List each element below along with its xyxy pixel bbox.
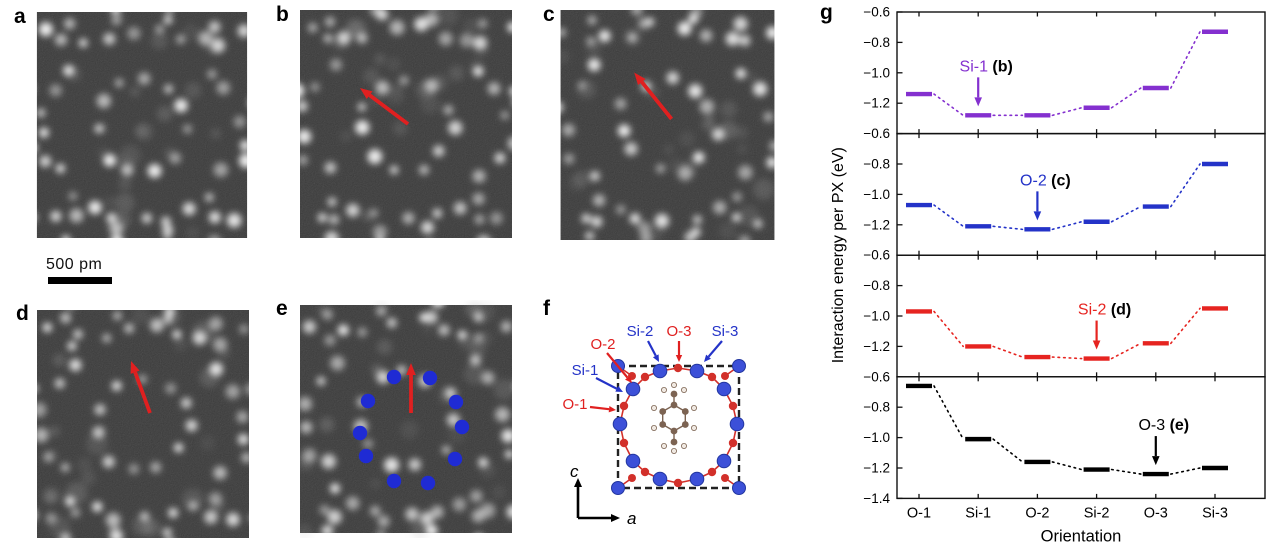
xtick-label-O-3: O-3 xyxy=(1144,505,1168,521)
axis-label-a: a xyxy=(627,509,636,528)
xtick-label-O-1: O-1 xyxy=(907,505,931,521)
site-label-Si-1: Si-1 xyxy=(572,362,599,379)
ytick-label: −0.6 xyxy=(863,248,890,263)
orientation-arrow xyxy=(406,363,416,413)
panel-letter-f: f xyxy=(543,297,550,320)
orientation-arrow xyxy=(634,72,674,121)
annotation-label: O-2 (c) xyxy=(1020,172,1071,189)
axis-label-c: c xyxy=(570,462,579,481)
afm-image-d xyxy=(36,310,250,538)
orientation-arrow xyxy=(130,361,152,414)
afm-image-e xyxy=(300,300,512,538)
scale-bar: 500 pm xyxy=(46,256,112,284)
xtick-label-Si-3: Si-3 xyxy=(1202,505,1228,521)
site-label-Si-3: Si-3 xyxy=(712,323,739,340)
chart-panel-e: −0.6 −0.8 −1.0 −1.2 −1.4 O-3 (e) xyxy=(863,369,1266,506)
ytick-label: −1.0 xyxy=(863,430,890,445)
site-labels: O-2 Si-2 O-3 Si-3 Si-1 O-1 xyxy=(562,323,738,413)
series-markers-O-2 xyxy=(906,161,1228,232)
site-label-O-3: O-3 xyxy=(666,323,691,340)
series-markers-O-3 xyxy=(906,383,1228,477)
ytick-label: −1.0 xyxy=(863,309,890,324)
interaction-energy-chart: −0.6 −0.8 −1.0 −1.2 Si-1 (b) −0.6 −0.8 −1.0 −1.2… xyxy=(830,5,1266,545)
ytick-label: −1.2 xyxy=(863,96,890,111)
ytick-label: −0.8 xyxy=(863,35,890,50)
ytick-label: −1.2 xyxy=(863,461,890,476)
afm-image-a xyxy=(36,12,248,238)
xtick-label-O-2: O-2 xyxy=(1025,505,1049,521)
panel-letter-c: c xyxy=(543,3,555,26)
annotation-label: Si-1 (b) xyxy=(960,58,1013,75)
series-connectors-O-2 xyxy=(933,163,1201,231)
afm-image-b xyxy=(300,10,512,238)
series-markers-Si-1 xyxy=(906,29,1228,118)
crystal-axes: ca xyxy=(570,462,636,528)
oxygen-atoms xyxy=(619,363,738,488)
panel-letter-g: g xyxy=(820,1,833,24)
series-connectors-Si-1 xyxy=(933,30,1201,117)
series-markers-Si-2 xyxy=(906,306,1228,361)
xtick-label-Si-1: Si-1 xyxy=(965,505,991,521)
chart-panel-b: −0.6 −0.8 −1.0 −1.2 Si-1 (b) xyxy=(863,5,1266,135)
chart-panel-c: −0.6 −0.8 −1.0 −1.2 O-2 (c) xyxy=(863,126,1266,256)
ytick-label: −0.6 xyxy=(863,5,890,20)
annotation-label: Si-2 (d) xyxy=(1078,302,1131,319)
panel-letter-b: b xyxy=(276,3,289,26)
ytick-label: −0.8 xyxy=(863,400,890,415)
series-connectors-Si-2 xyxy=(933,307,1201,360)
annotation-Si-2: Si-2 (d) xyxy=(1078,302,1131,350)
annotation-O-2: O-2 (c) xyxy=(1020,172,1071,221)
scale-bar-label: 500 pm xyxy=(46,256,103,273)
annotation-Si-1: Si-1 (b) xyxy=(960,58,1013,107)
annotation-O-3: O-3 (e) xyxy=(1138,417,1189,466)
site-label-O-1: O-1 xyxy=(562,396,587,413)
ytick-label: −1.2 xyxy=(863,217,890,232)
ytick-label: −0.8 xyxy=(863,278,890,293)
silicon-atoms xyxy=(612,363,745,487)
ytick-label: −0.6 xyxy=(863,126,890,141)
ytick-label: −0.6 xyxy=(863,369,890,384)
panel-letter-a: a xyxy=(14,5,26,28)
panel-letter-d: d xyxy=(16,302,29,325)
xtick-label-Si-2: Si-2 xyxy=(1084,505,1110,521)
structure-model-f: O-2Si-2 O-3 Si-3Si-1O-1ca xyxy=(562,323,746,528)
scale-bar-line xyxy=(48,277,112,284)
ytick-label: −1.4 xyxy=(863,491,890,506)
site-label-O-2: O-2 xyxy=(590,336,615,353)
site-label-Si-2: Si-2 xyxy=(627,323,654,340)
y-axis-title: Interaction energy per PX (eV) xyxy=(830,147,847,363)
ytick-label: −0.8 xyxy=(863,157,890,172)
chart-panel-d: −0.6 −0.8 −1.0 −1.2 Si-2 (d) xyxy=(863,248,1266,378)
x-axis-title: Orientation xyxy=(1041,527,1122,545)
ytick-label: −1.0 xyxy=(863,65,890,80)
adsorption-site-dots xyxy=(352,369,470,491)
annotation-label: O-3 (e) xyxy=(1138,417,1189,434)
para-xylene-molecule xyxy=(651,381,698,454)
afm-image-c xyxy=(560,10,775,240)
orientation-arrow xyxy=(360,88,410,126)
panel-letter-e: e xyxy=(276,297,288,320)
ytick-label: −1.0 xyxy=(863,187,890,202)
ytick-label: −1.2 xyxy=(863,339,890,354)
series-connectors-O-3 xyxy=(933,385,1201,475)
